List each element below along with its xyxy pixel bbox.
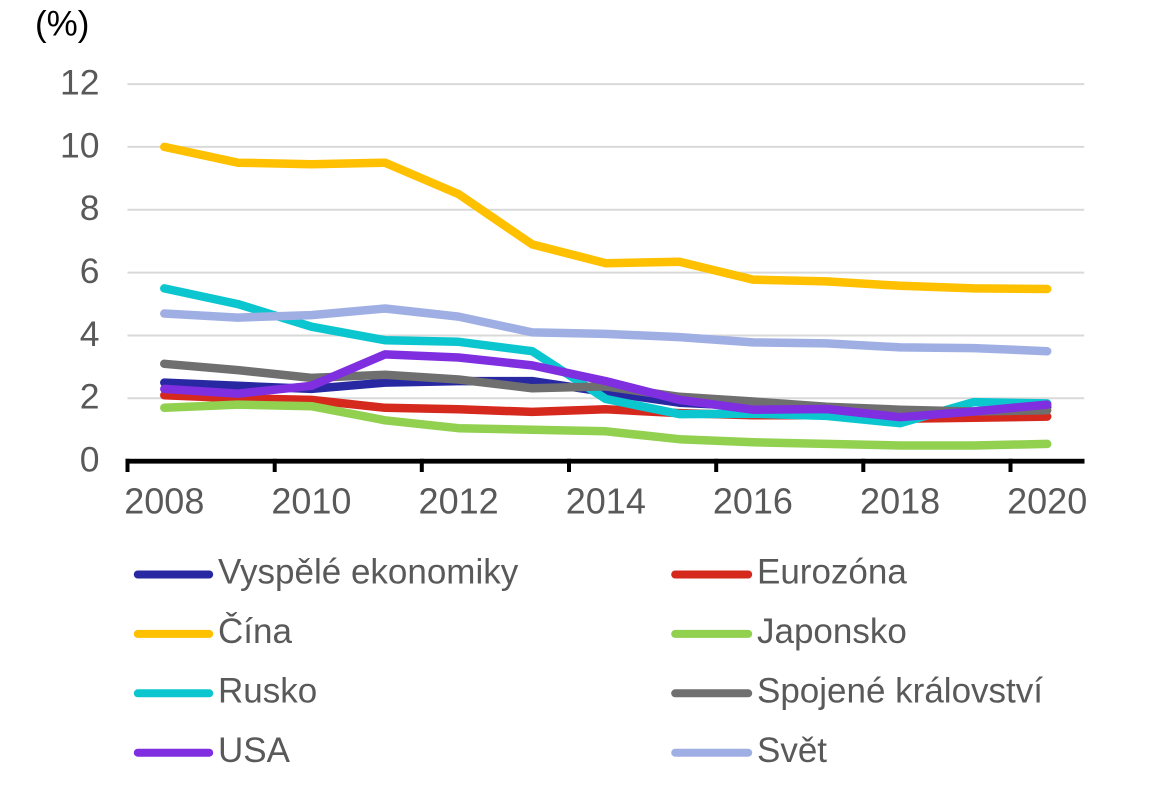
svg-text:USA: USA [218,731,291,770]
svg-text:2020: 2020 [1007,481,1087,522]
svg-text:0: 0 [80,440,100,480]
svg-text:Vyspělé ekonomiky: Vyspělé ekonomiky [218,553,519,592]
svg-text:10: 10 [60,125,100,165]
svg-text:Spojené království: Spojené království [757,671,1043,710]
svg-text:Eurozóna: Eurozóna [757,553,907,592]
svg-text:2014: 2014 [566,481,646,522]
svg-text:2008: 2008 [124,481,204,522]
svg-text:(%): (%) [35,5,89,44]
svg-text:12: 12 [60,63,100,103]
svg-text:Čína: Čína [218,612,292,651]
svg-text:8: 8 [80,188,100,228]
svg-text:Rusko: Rusko [218,671,317,710]
svg-text:2018: 2018 [860,481,940,522]
svg-text:2012: 2012 [419,481,499,522]
svg-text:4: 4 [80,314,100,354]
svg-text:Svět: Svět [757,731,827,770]
svg-text:Japonsko: Japonsko [757,612,907,651]
svg-text:2010: 2010 [271,481,351,522]
svg-text:2016: 2016 [713,481,793,522]
svg-text:6: 6 [80,251,100,291]
svg-text:2: 2 [80,377,100,417]
